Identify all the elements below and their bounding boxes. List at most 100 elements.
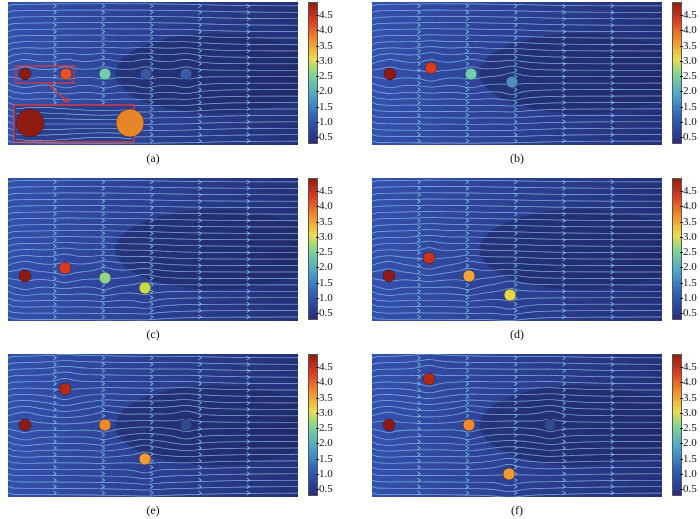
flow-arrow bbox=[198, 22, 202, 28]
flow-arrow bbox=[417, 419, 421, 425]
flow-arrow bbox=[513, 224, 518, 230]
flow-arrow bbox=[513, 419, 518, 425]
flow-arrow bbox=[149, 186, 154, 191]
streamline bbox=[8, 366, 298, 372]
flow-arrow bbox=[149, 464, 154, 470]
flow-arrow bbox=[513, 48, 518, 54]
flow-arrow bbox=[562, 132, 566, 137]
flow-arrow bbox=[149, 276, 154, 281]
flow-arrow bbox=[149, 477, 154, 483]
flow-arrow bbox=[149, 198, 154, 204]
flow-arrow bbox=[465, 42, 470, 47]
flow-arrow bbox=[465, 22, 470, 28]
flow-arrow bbox=[246, 61, 251, 67]
flow-arrow bbox=[198, 55, 202, 60]
flow-arrow bbox=[465, 231, 470, 236]
flow-arrow bbox=[198, 295, 202, 301]
flow-arrow bbox=[101, 192, 106, 198]
flow-arrow bbox=[610, 237, 615, 243]
flow-arrow bbox=[246, 93, 251, 99]
flow-arrow bbox=[246, 80, 251, 86]
flow-arrow bbox=[198, 61, 202, 67]
flow-arrow bbox=[53, 10, 57, 15]
flow-arrow bbox=[513, 355, 518, 361]
flow-arrow bbox=[149, 138, 154, 144]
flow-arrow bbox=[610, 387, 615, 393]
flow-arrow bbox=[101, 198, 106, 204]
flow-arrow bbox=[198, 269, 202, 275]
flow-arrow bbox=[198, 400, 202, 406]
flow-arrow bbox=[513, 452, 518, 457]
colorbar-tick-label: 2.0 bbox=[680, 261, 697, 274]
flow-arrow bbox=[149, 288, 154, 294]
flow-arrow bbox=[149, 205, 154, 211]
particle bbox=[179, 67, 193, 81]
flow-arrow bbox=[198, 42, 202, 47]
flow-arrow bbox=[149, 211, 154, 217]
flow-arrow bbox=[513, 413, 518, 419]
flow-arrow bbox=[610, 484, 615, 489]
flow-arrow bbox=[513, 3, 518, 9]
flow-arrow bbox=[101, 394, 106, 399]
flow-arrow bbox=[562, 419, 566, 425]
flow-arrow bbox=[53, 87, 57, 92]
flow-arrow bbox=[465, 106, 470, 112]
flow-arrow bbox=[149, 263, 154, 268]
flow-arrow bbox=[417, 445, 421, 451]
flow-arrow bbox=[149, 407, 154, 412]
flow-arrow bbox=[101, 29, 106, 35]
flow-arrow bbox=[513, 198, 518, 204]
flow-arrow bbox=[610, 80, 615, 86]
flow-arrow bbox=[246, 452, 251, 457]
flow-arrow bbox=[149, 490, 154, 496]
flow-arrow bbox=[465, 400, 470, 406]
flow-arrow bbox=[53, 211, 57, 217]
flow-arrow bbox=[610, 218, 615, 223]
flow-arrow bbox=[417, 16, 421, 22]
flow-arrow bbox=[513, 368, 518, 374]
flow-field-plot bbox=[8, 178, 298, 321]
flow-arrow bbox=[465, 477, 470, 483]
flow-arrow bbox=[246, 458, 251, 464]
panel-label: (d) bbox=[510, 327, 524, 341]
colorbar-tick-label: 1.0 bbox=[680, 467, 697, 480]
flow-arrow bbox=[417, 243, 421, 249]
colorbar-tick-label: 4.0 bbox=[316, 376, 333, 389]
flow-arrow bbox=[513, 484, 518, 489]
flow-arrow bbox=[246, 439, 251, 444]
flow-arrow bbox=[246, 445, 251, 451]
flow-arrow bbox=[417, 35, 421, 41]
flow-arrow bbox=[149, 484, 154, 489]
colorbar-tick-label: 3.5 bbox=[316, 215, 333, 228]
flow-arrow bbox=[610, 67, 615, 73]
flow-arrow bbox=[562, 231, 566, 236]
flow-arrow bbox=[53, 374, 57, 380]
flow-arrow bbox=[465, 132, 470, 137]
flow-arrow bbox=[513, 464, 518, 470]
flow-arrow bbox=[465, 55, 470, 60]
flow-arrow bbox=[465, 237, 470, 243]
colorbar-tick-label: 1.0 bbox=[316, 115, 333, 128]
colorbar-gradient bbox=[308, 2, 318, 144]
flow-arrow bbox=[149, 308, 154, 313]
flow-arrow bbox=[610, 314, 615, 320]
flow-arrow bbox=[513, 186, 518, 191]
flow-arrow bbox=[513, 35, 518, 41]
flow-arrow bbox=[513, 477, 518, 483]
flow-arrow bbox=[101, 452, 106, 457]
flow-arrow bbox=[246, 3, 251, 9]
colorbar-tick-label: 2.0 bbox=[680, 437, 697, 450]
flow-arrow bbox=[562, 87, 566, 92]
flow-arrow bbox=[149, 394, 154, 399]
flow-arrow bbox=[610, 263, 615, 268]
flow-arrow bbox=[101, 205, 106, 211]
flow-field-svg bbox=[372, 354, 662, 497]
flow-arrow bbox=[562, 394, 566, 399]
flow-arrow bbox=[246, 381, 251, 387]
colorbar-tick-label: 1.0 bbox=[316, 291, 333, 304]
flow-arrow bbox=[198, 394, 202, 399]
flow-arrow bbox=[417, 407, 421, 412]
flow-arrow bbox=[101, 355, 106, 361]
flow-arrow bbox=[246, 314, 251, 320]
flow-arrow bbox=[465, 301, 470, 307]
